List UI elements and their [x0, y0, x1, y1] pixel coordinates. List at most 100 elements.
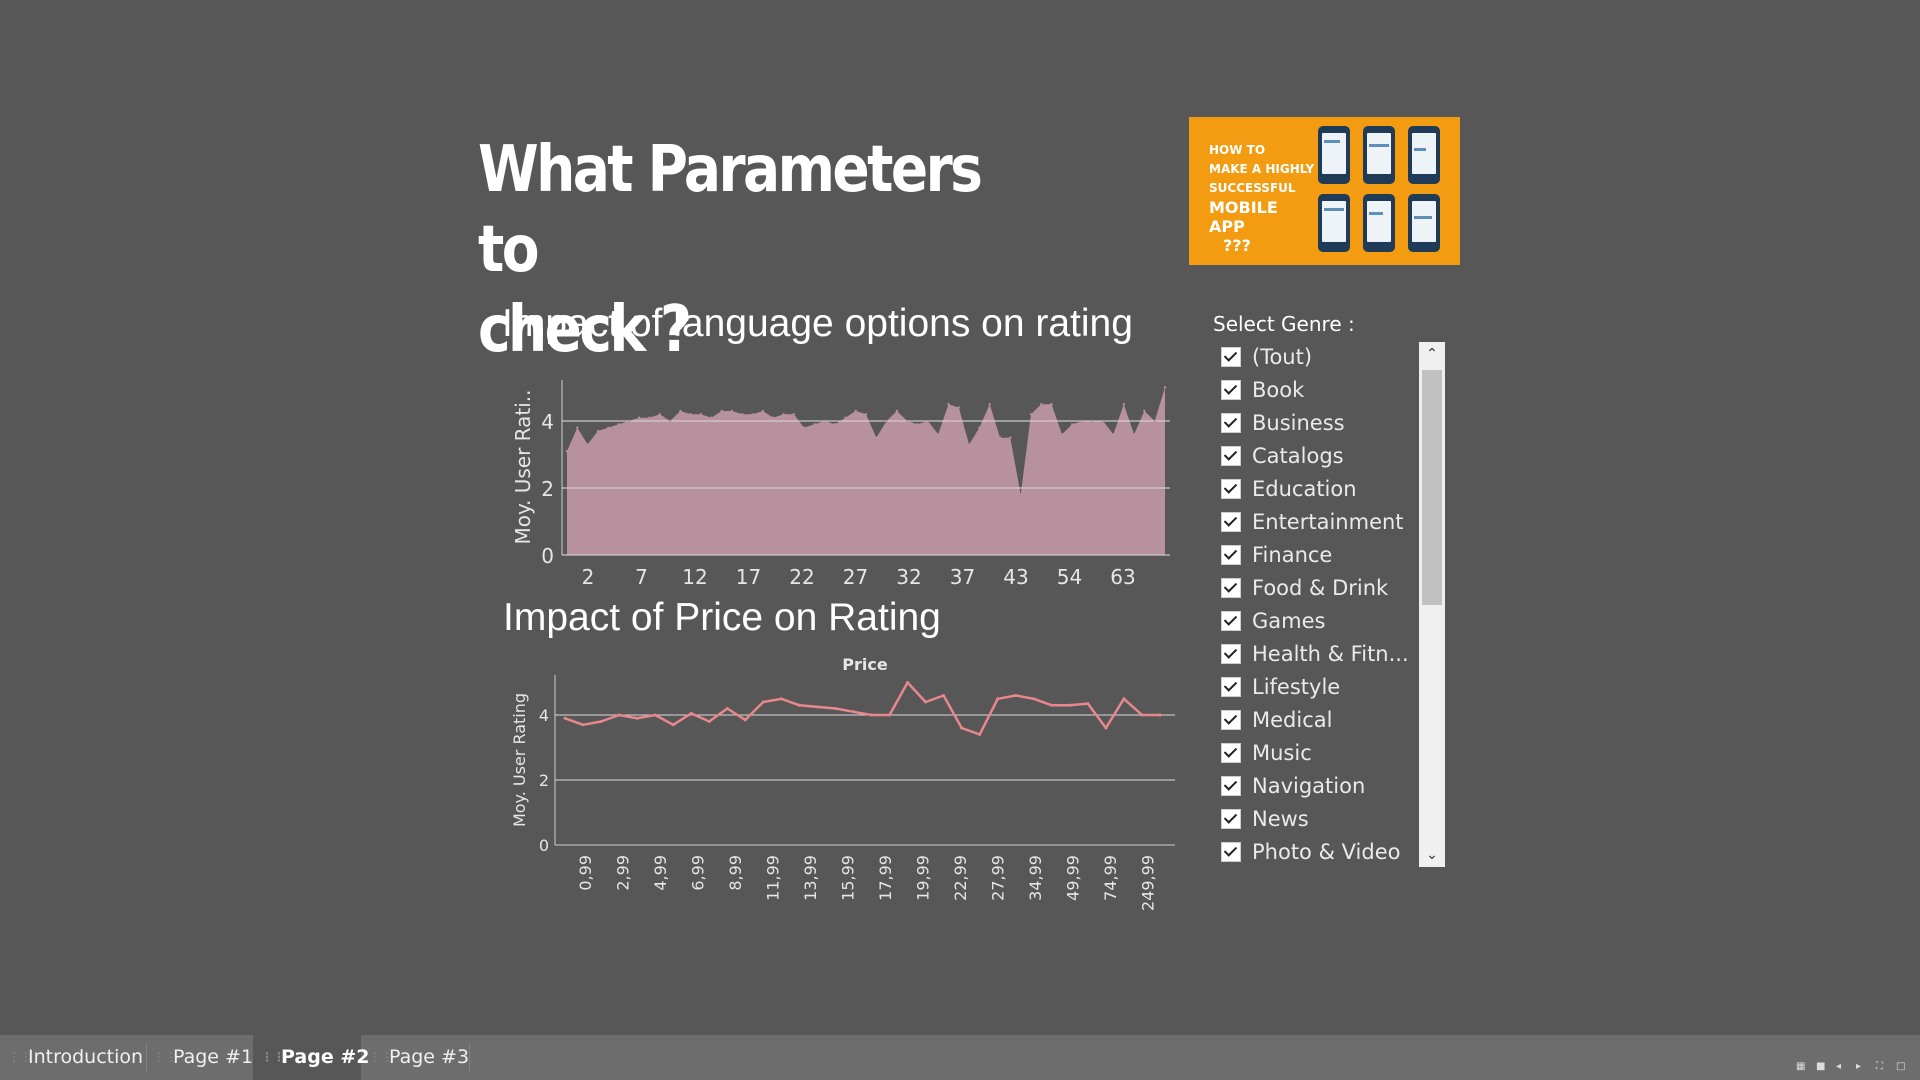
data-point: [1101, 419, 1105, 423]
data-point: [699, 413, 703, 416]
checkbox-checked-icon[interactable]: [1221, 643, 1241, 664]
data-point: [658, 413, 661, 416]
scroll-thumb[interactable]: [1422, 370, 1442, 605]
scroll-up-icon[interactable]: ⌃: [1426, 346, 1438, 362]
genre-filter-label: Business: [1252, 410, 1345, 435]
checkbox-checked-icon[interactable]: [1221, 577, 1241, 598]
x-tick-label: 27: [843, 565, 868, 589]
genre-filter-item[interactable]: Education: [1221, 472, 1411, 505]
checkbox-checked-icon[interactable]: [1221, 412, 1241, 433]
checkbox-checked-icon[interactable]: [1221, 445, 1241, 466]
data-point: [1014, 694, 1018, 697]
page-title: What Parameters to check ?: [478, 130, 1028, 370]
grid-view-icon[interactable]: ▦: [1796, 1061, 1806, 1072]
genre-filter-label: Photo & Video: [1252, 839, 1401, 864]
data-point: [870, 713, 874, 717]
genre-filter-item[interactable]: Lifestyle: [1221, 670, 1411, 703]
checkbox-checked-icon[interactable]: [1221, 841, 1241, 862]
scroll-down-icon[interactable]: ⌄: [1426, 847, 1438, 863]
checkbox-checked-icon[interactable]: [1221, 775, 1241, 796]
genre-filter-item[interactable]: Health & Fitn...: [1221, 637, 1411, 670]
checkbox-checked-icon[interactable]: [1221, 676, 1241, 697]
data-point: [668, 419, 672, 423]
genre-filter-item[interactable]: Navigation: [1221, 769, 1411, 802]
x-tick-label: 17,99: [876, 855, 895, 901]
filter-title: Select Genre :: [1213, 312, 1355, 336]
genre-filter-label: Games: [1252, 608, 1326, 633]
genre-filter-label: Finance: [1252, 542, 1333, 567]
chart-price-line: Price 0 2 4 0,99 2,99 4,99 6,99 8,99 11,99 13,99 15…: [510, 655, 1175, 911]
single-view-icon[interactable]: ■: [1816, 1061, 1826, 1072]
data-point: [895, 409, 899, 413]
genre-filter-label: News: [1252, 806, 1309, 831]
line-series: [564, 681, 1160, 736]
tab-page-1[interactable]: ⋮⋮ Page #1: [145, 1035, 253, 1080]
data-point: [854, 409, 857, 413]
genre-filter-label: (Tout): [1252, 344, 1313, 369]
genre-filter-label: Book: [1252, 377, 1305, 402]
checkbox-checked-icon[interactable]: [1221, 544, 1241, 565]
genre-filter-item[interactable]: Games: [1221, 604, 1411, 637]
checkbox-checked-icon[interactable]: [1221, 709, 1241, 730]
genre-filter-item[interactable]: Music: [1221, 736, 1411, 769]
tab-introduction[interactable]: ⋮⋮ Introduction: [0, 1035, 146, 1080]
data-point: [864, 413, 868, 416]
genre-filter-item[interactable]: Book: [1221, 373, 1411, 406]
data-point: [823, 419, 826, 423]
checkbox-checked-icon[interactable]: [1221, 742, 1241, 763]
genre-filter-item[interactable]: Photo & Video: [1221, 835, 1411, 868]
data-point: [1091, 419, 1095, 423]
data-point: [596, 429, 600, 433]
x-tick-label: 13,99: [801, 855, 820, 901]
data-point: [1040, 403, 1043, 406]
prev-sheet-icon[interactable]: ◂: [1836, 1061, 1842, 1072]
chart1-title: Impact of language options on rating: [502, 302, 1133, 345]
drag-grip-icon: ⋮⋮: [261, 1050, 285, 1064]
checkbox-checked-icon[interactable]: [1221, 511, 1241, 532]
genre-filter-item[interactable]: Finance: [1221, 538, 1411, 571]
data-point: [851, 710, 855, 714]
presentation-icon[interactable]: □: [1896, 1061, 1906, 1072]
genre-filter-item[interactable]: Catalogs: [1221, 439, 1411, 472]
genre-filter-item[interactable]: Medical: [1221, 703, 1411, 736]
checkbox-checked-icon[interactable]: [1221, 478, 1241, 499]
x-tick-label: 15,99: [839, 855, 858, 901]
genre-filter-item[interactable]: News: [1221, 802, 1411, 835]
data-point: [617, 713, 621, 717]
data-point: [671, 723, 675, 727]
next-sheet-icon[interactable]: ▸: [1856, 1061, 1862, 1072]
y-tick-label: 0: [539, 836, 549, 855]
data-point: [635, 716, 639, 720]
data-point: [725, 707, 729, 710]
data-point: [743, 718, 747, 722]
data-point: [888, 713, 892, 717]
data-point: [813, 423, 816, 426]
genre-filter-label: Navigation: [1252, 773, 1366, 798]
fullscreen-icon[interactable]: ⛶: [1876, 1061, 1883, 1072]
drag-grip-icon: ⋮⋮: [153, 1050, 177, 1064]
filter-scrollbar[interactable]: ⌃ ⌄: [1419, 342, 1445, 867]
data-point: [978, 426, 981, 429]
data-point: [802, 426, 806, 429]
x-tick-label: 8,99: [726, 855, 745, 891]
phone-icon: [1318, 194, 1350, 252]
genre-filter-item[interactable]: (Tout): [1221, 340, 1411, 373]
checkbox-checked-icon[interactable]: [1221, 610, 1241, 631]
tab-page-3[interactable]: ⋮⋮ Page #3: [361, 1035, 469, 1080]
promo-line5: ???: [1223, 236, 1251, 255]
area-series: [567, 387, 1165, 555]
checkbox-checked-icon[interactable]: [1221, 379, 1241, 400]
checkbox-checked-icon[interactable]: [1221, 346, 1241, 367]
tab-page-2[interactable]: ⋮⋮ Page #2: [253, 1035, 369, 1080]
data-point: [906, 681, 910, 684]
genre-filter-item[interactable]: Business: [1221, 406, 1411, 439]
genre-filter-item[interactable]: Food & Drink: [1221, 571, 1411, 604]
data-point: [679, 409, 682, 413]
y-axis-label: Moy. User Rati..: [511, 390, 535, 545]
x-tick-label: 32: [896, 565, 921, 589]
data-point: [581, 723, 585, 727]
checkbox-checked-icon[interactable]: [1221, 808, 1241, 829]
genre-filter-item[interactable]: Entertainment: [1221, 505, 1411, 538]
data-point: [844, 416, 847, 419]
data-point: [1081, 419, 1084, 423]
